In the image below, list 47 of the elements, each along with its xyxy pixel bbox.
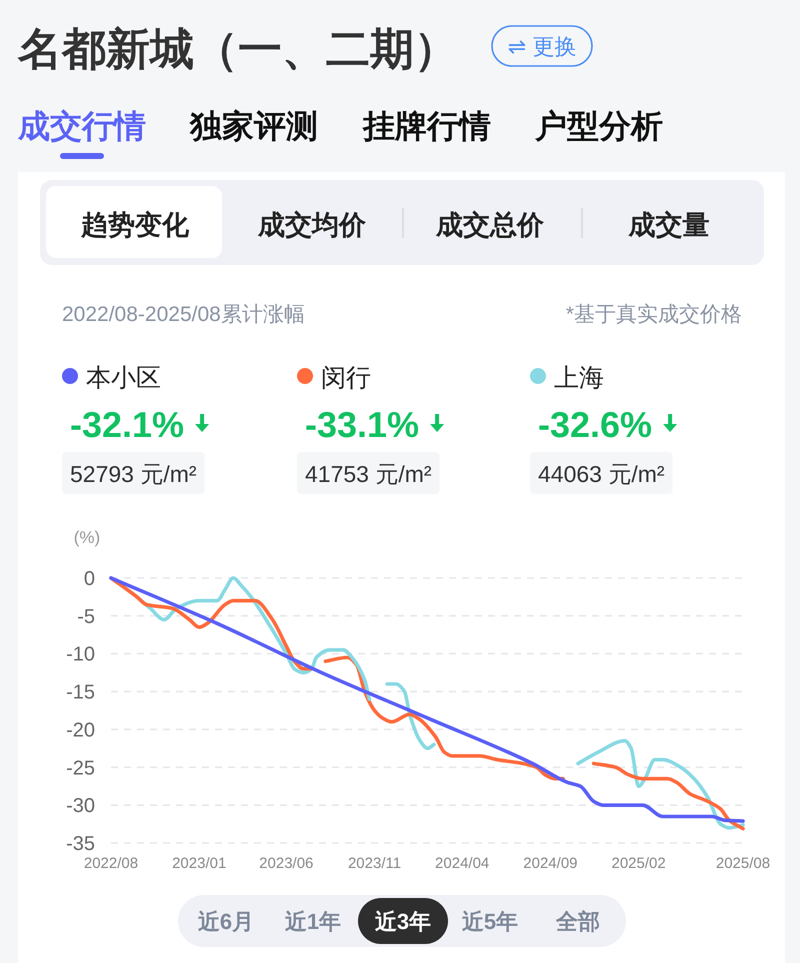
x-tick-label: 2023/01	[172, 855, 226, 872]
line-series	[576, 738, 745, 830]
y-tick-label: -10	[66, 644, 95, 666]
text: 户型分析	[534, 108, 663, 144]
text: 近5年	[460, 909, 518, 934]
text: 成交总价	[435, 210, 545, 240]
chart-title: 名都新城（一、二期）	[17, 25, 458, 74]
text: 近6月	[196, 909, 254, 934]
text: -32.6%	[538, 404, 652, 445]
x-tick-label: 2022/08	[84, 855, 138, 872]
line-series	[385, 682, 436, 750]
text: 独家评测	[189, 108, 318, 144]
text: *基于真实成交价格	[566, 303, 742, 326]
x-tick-label: 2023/11	[348, 855, 402, 872]
y-tick-label: -15	[66, 682, 95, 704]
x-tick-label: 2023/06	[259, 855, 314, 872]
text: 成交行情	[17, 108, 146, 144]
y-tick-label: -20	[66, 719, 95, 742]
text: 41753 元/m²	[305, 461, 432, 487]
text: 挂牌行情	[362, 108, 491, 144]
text: 近1年	[284, 909, 342, 934]
text: 近3年	[374, 909, 432, 934]
text: 成交量	[628, 210, 710, 240]
text: ⇌ 更换	[508, 34, 576, 59]
x-tick-label: 2025/02	[612, 855, 666, 872]
y-axis-title: (%)	[74, 528, 100, 547]
text: 趋势变化	[80, 210, 190, 240]
x-tick-label: 2024/09	[523, 855, 578, 872]
text: 44063 元/m²	[538, 461, 665, 487]
x-tick-label: 2024/04	[435, 855, 490, 872]
line-series	[592, 762, 745, 830]
text: 全部	[555, 909, 600, 934]
text: 成交均价	[257, 210, 367, 240]
text: 52793 元/m²	[70, 461, 197, 487]
text: -32.1%	[70, 404, 184, 445]
legend-label: 闵行	[321, 364, 371, 392]
y-tick-label: 0	[84, 568, 95, 590]
y-tick-label: -35	[66, 833, 95, 855]
y-tick-label: -25	[66, 757, 95, 780]
chart-subtitle: 2022/08-2025/08累计涨幅	[62, 303, 305, 326]
y-tick-label: -5	[77, 606, 95, 628]
y-tick-label: -30	[66, 795, 95, 818]
legend-label: 上海	[554, 364, 604, 392]
line-series	[109, 576, 745, 823]
legend-label: 本小区	[86, 364, 161, 392]
x-tick-label: 2025/08	[716, 855, 770, 872]
text: -33.1%	[305, 404, 420, 445]
